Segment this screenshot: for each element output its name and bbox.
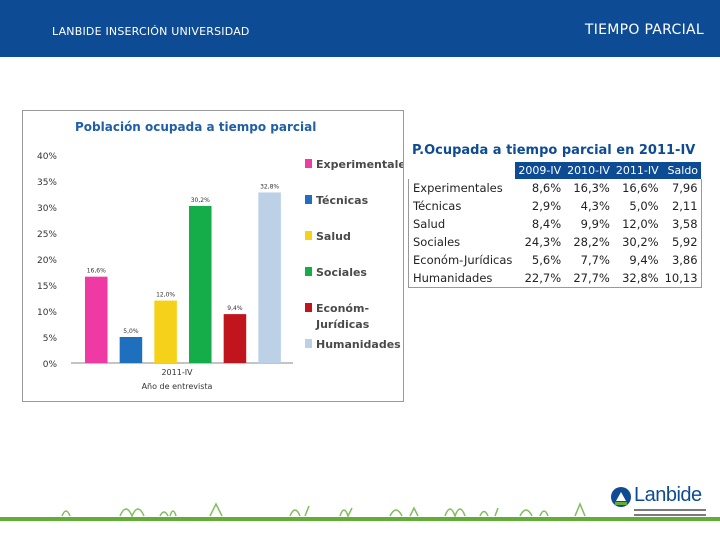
y-tick-label: 0%	[43, 360, 58, 370]
table-row: Técnicas 2,9% 4,3% 5,0% 2,11	[408, 197, 702, 215]
x-axis-title: Año de entrevista	[142, 382, 213, 391]
table-cell: 32,8%	[612, 269, 662, 288]
y-tick-label: 15%	[37, 282, 57, 292]
legend-label: Sociales	[316, 266, 367, 279]
x-tick-label: 2011-IV	[161, 368, 193, 377]
chart-title: Población ocupada a tiempo parcial	[75, 120, 316, 134]
table-cell: 16,6%	[622, 181, 659, 195]
table-cell: 7,7%	[580, 253, 610, 267]
bar-chart: Población ocupada a tiempo parcial 0% 5% 10…	[37, 120, 403, 391]
lanbide-logo-tagline	[634, 509, 706, 516]
table-cell: 3,58	[661, 215, 702, 233]
table-header-cell: 2011-IV	[612, 162, 662, 179]
table-cell: 16,3%	[573, 181, 610, 195]
table-cell: 8,4%	[531, 217, 562, 231]
legend-swatch	[305, 195, 312, 204]
lanbide-logo-text: Lanbide	[634, 484, 702, 506]
footer-decoration	[61, 502, 586, 518]
legend-swatch	[305, 231, 312, 240]
table-row: Experimentales 8,6% 16,3% 16,6% 7,96	[408, 179, 702, 197]
table-cell: 2,9%	[531, 199, 562, 213]
bar-data-label: 32,8%	[260, 183, 279, 190]
table-row-label: Económ-Jurídicas	[408, 251, 516, 269]
y-tick-label: 20%	[37, 256, 57, 266]
table-row: Económ-Jurídicas 5,6% 7,7% 9,4% 3,86	[408, 251, 702, 269]
table-row-label: Técnicas	[408, 197, 516, 215]
bar-salud	[154, 300, 177, 363]
bar-data-label: 16,6%	[87, 268, 106, 275]
y-tick-label: 30%	[37, 204, 57, 214]
bar-data-label: 5,0%	[123, 328, 139, 335]
y-tick-label: 10%	[37, 308, 57, 318]
bar-humanidades	[258, 192, 281, 363]
table-cell: 5,0%	[629, 199, 659, 213]
y-tick-label: 35%	[37, 178, 57, 188]
bar-data-label: 30,2%	[191, 197, 210, 204]
table-cell: 10,13	[661, 269, 702, 288]
table-cell: 24,3%	[524, 235, 562, 249]
y-tick-label: 25%	[37, 230, 57, 240]
legend-label: Económ-	[316, 302, 369, 315]
bar-t-cnicas	[119, 337, 143, 363]
lanbide-logo: Lanbide	[610, 484, 710, 520]
table-cell: 5,6%	[531, 253, 562, 267]
table-cell: 7,96	[661, 179, 702, 197]
table-row-label: Experimentales	[408, 179, 516, 197]
legend-swatch	[305, 159, 312, 168]
bar-experimentales	[85, 276, 108, 363]
table-container: P.Ocupada a tiempo parcial en 2011-IV 20…	[408, 142, 708, 288]
table-cell: 2,11	[661, 197, 702, 215]
legend-label: Salud	[316, 230, 351, 243]
table-row-label: Sociales	[408, 233, 516, 251]
table-cell: 28,2%	[573, 235, 610, 249]
table-header-blank	[408, 162, 516, 179]
table-row: Sociales 24,3% 28,2% 30,2% 5,92	[408, 233, 702, 251]
table-header-cell: 2010-IV	[564, 162, 613, 179]
table-cell: 12,0%	[622, 217, 659, 231]
legend-swatch	[305, 339, 312, 348]
bar-data-label: 12,0%	[156, 292, 175, 299]
legend-swatch	[305, 267, 312, 276]
header-bar: LANBIDE INSERCIÓN UNIVERSIDAD TIEMPO PAR…	[0, 0, 720, 57]
table-header-cell: 2009-IV	[515, 162, 565, 179]
header-left-title: LANBIDE INSERCIÓN UNIVERSIDAD	[52, 25, 250, 38]
table-cell: 22,7%	[515, 269, 565, 288]
legend-label: Experimentales	[316, 158, 403, 171]
table-header-cell: Saldo	[661, 162, 702, 179]
table-cell: 8,6%	[531, 181, 562, 195]
bar-econ-m-jur-dicas	[223, 314, 247, 363]
bar-data-label: 9,4%	[227, 305, 243, 312]
table-cell: 27,7%	[564, 269, 613, 288]
chart-container: Población ocupada a tiempo parcial 0% 5% 10…	[22, 110, 404, 402]
lanbide-logo-icon	[611, 487, 631, 507]
table-row-label: Salud	[408, 215, 516, 233]
bar-sociales	[189, 205, 212, 363]
legend-swatch	[305, 303, 312, 312]
table-cell: 9,9%	[580, 217, 610, 231]
data-table: 2009-IV 2010-IV 2011-IV Saldo Experiment…	[408, 162, 702, 288]
table-cell: 30,2%	[622, 235, 659, 249]
table-cell: 4,3%	[580, 199, 610, 213]
table-row: Humanidades 22,7% 27,7% 32,8% 10,13	[408, 269, 702, 288]
y-tick-label: 40%	[37, 152, 57, 162]
footer-band	[0, 517, 720, 521]
table-title: P.Ocupada a tiempo parcial en 2011-IV	[412, 143, 696, 158]
y-tick-label: 5%	[43, 334, 58, 344]
legend-label: Humanidades	[316, 338, 401, 351]
legend-label: Jurídicas	[315, 318, 370, 331]
header-right-title: TIEMPO PARCIAL	[584, 22, 704, 38]
table-header-row: 2009-IV 2010-IV 2011-IV Saldo	[408, 162, 702, 179]
table-cell: 3,86	[661, 251, 702, 269]
table-row: Salud 8,4% 9,9% 12,0% 3,58	[408, 215, 702, 233]
table-row-label: Humanidades	[408, 269, 516, 288]
legend-label: Técnicas	[316, 194, 369, 207]
table-cell: 9,4%	[629, 253, 659, 267]
table-cell: 5,92	[661, 233, 702, 251]
